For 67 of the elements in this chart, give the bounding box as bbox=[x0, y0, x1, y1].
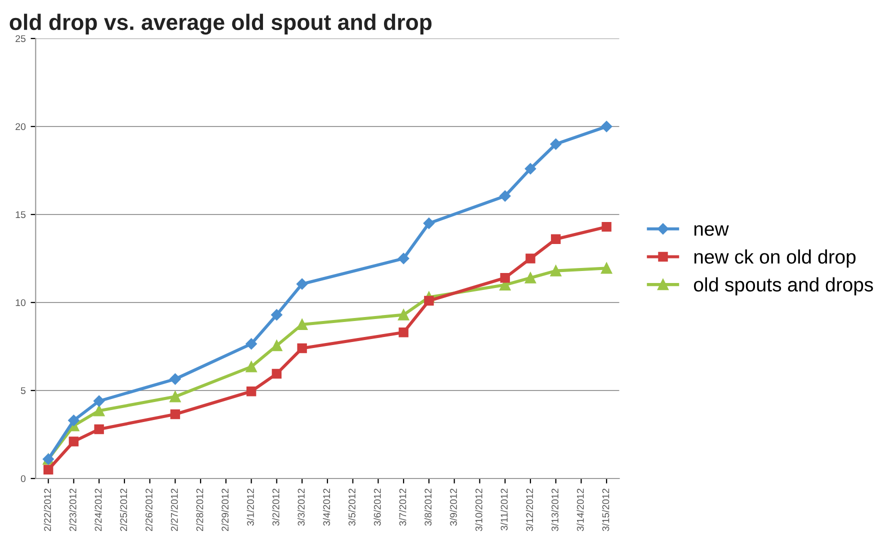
x-tick-label: 3/8/2012 bbox=[424, 488, 432, 526]
chart-title: old drop vs. average old spout and drop bbox=[10, 14, 432, 35]
point bbox=[246, 338, 257, 350]
point bbox=[271, 340, 282, 352]
point bbox=[524, 272, 536, 284]
point bbox=[398, 252, 410, 264]
x-tick-label: 3/6/2012 bbox=[374, 488, 381, 526]
point bbox=[500, 273, 510, 283]
legend-label: new ck on old drop bbox=[694, 249, 856, 268]
x-tick-label: 3/13/2012 bbox=[551, 488, 558, 532]
x-tick-label: 3/14/2012 bbox=[576, 488, 584, 532]
x-tick-label: 2/29/2012 bbox=[221, 488, 229, 531]
point bbox=[296, 318, 308, 330]
x-tick-label: 2/26/2012 bbox=[145, 488, 152, 531]
x-tick-label: 3/1/2012 bbox=[246, 488, 254, 526]
x-tick-label: 3/2/2012 bbox=[272, 488, 280, 526]
point bbox=[170, 391, 181, 402]
y-tick-label: 0 bbox=[20, 475, 26, 482]
point bbox=[297, 343, 307, 354]
legend-label: new bbox=[694, 225, 729, 236]
point bbox=[68, 414, 80, 426]
x-tick-label: 3/11/2012 bbox=[500, 488, 508, 530]
point bbox=[526, 254, 536, 264]
x-tick-label: 3/3/2012 bbox=[298, 488, 305, 526]
point bbox=[170, 409, 180, 420]
point bbox=[499, 190, 511, 202]
point bbox=[246, 386, 256, 396]
x-tick-label: 3/15/2012 bbox=[602, 488, 610, 532]
point bbox=[170, 373, 181, 385]
point bbox=[424, 296, 434, 306]
point bbox=[398, 328, 408, 338]
x-tick-label: 2/23/2012 bbox=[69, 488, 76, 531]
point bbox=[68, 436, 79, 446]
point bbox=[550, 138, 562, 150]
point bbox=[271, 309, 282, 320]
point bbox=[423, 218, 435, 229]
point bbox=[272, 368, 282, 379]
y-tick-label: 5 bbox=[20, 387, 26, 394]
legend-label: old spouts and drops bbox=[694, 277, 873, 296]
point bbox=[94, 424, 104, 434]
x-tick-label: 3/9/2012 bbox=[450, 488, 457, 526]
x-tick-label: 3/12/2012 bbox=[526, 488, 534, 532]
x-tick-label: 2/24/2012 bbox=[94, 488, 102, 531]
x-tick-label: 2/25/2012 bbox=[120, 488, 128, 531]
point bbox=[524, 163, 536, 174]
x-tick-label: 3/10/2012 bbox=[475, 488, 482, 532]
point bbox=[550, 265, 562, 276]
point bbox=[246, 361, 257, 372]
x-tick-label: 3/5/2012 bbox=[348, 488, 356, 526]
x-tick-label: 2/28/2012 bbox=[196, 488, 204, 531]
x-tick-label: 3/7/2012 bbox=[399, 488, 406, 526]
point bbox=[94, 405, 105, 416]
x-tick-label: 2/27/2012 bbox=[170, 488, 178, 531]
point bbox=[398, 309, 410, 320]
point bbox=[602, 222, 612, 232]
y-tick-label: 10 bbox=[16, 299, 26, 306]
y-tick-label: 15 bbox=[16, 211, 26, 218]
point bbox=[43, 464, 54, 475]
point bbox=[296, 278, 308, 290]
point bbox=[550, 234, 561, 244]
y-tick-label: 20 bbox=[16, 123, 26, 130]
x-tick-label: 3/4/2012 bbox=[322, 488, 330, 526]
point bbox=[601, 262, 612, 274]
y-tick-label: 25 bbox=[16, 35, 26, 42]
point bbox=[600, 120, 612, 132]
point bbox=[93, 395, 105, 407]
x-tick-label: 2/22/2012 bbox=[44, 488, 51, 531]
